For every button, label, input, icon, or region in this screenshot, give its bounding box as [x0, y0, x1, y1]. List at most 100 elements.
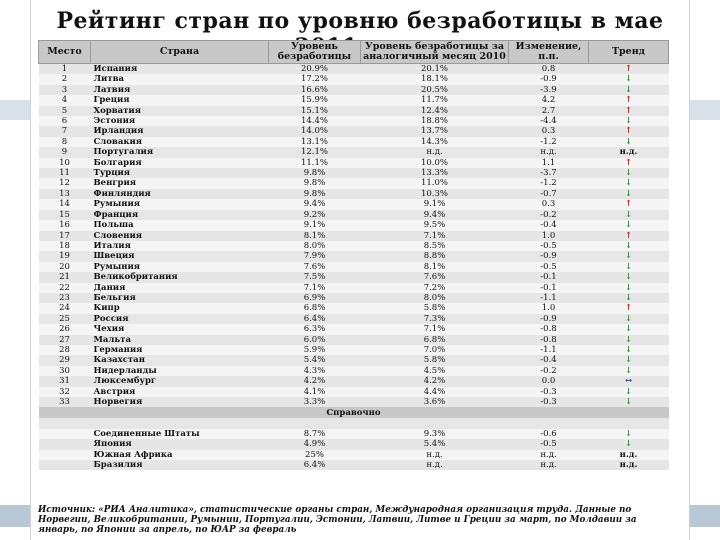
- place-cell: 21: [38, 272, 91, 283]
- prev-rate-cell: 6.8%: [360, 334, 509, 345]
- place-cell: 1: [38, 63, 91, 75]
- country-cell: Казахстан: [90, 355, 269, 366]
- trend-cell: ↓: [588, 313, 669, 325]
- table-row: 19 Швеция 7.9% 8.8% -0.9 ↓: [38, 251, 669, 262]
- prev-rate-cell: 11.0%: [360, 178, 509, 189]
- unemployment-table-container: Место Страна Уровень безработицы Уровень…: [38, 40, 669, 471]
- rate-cell: 6.4%: [268, 460, 361, 471]
- prev-rate-cell: 5.8%: [360, 303, 509, 314]
- country-cell: Литва: [90, 74, 269, 85]
- header-change: Изменение, п.п.: [508, 40, 589, 64]
- no-data-label: н.д.: [619, 147, 638, 158]
- trend-cell: ↓: [588, 74, 669, 85]
- place-cell: 2: [38, 74, 91, 85]
- header-prev: Уровень безработицы за аналогичный месяц…: [360, 40, 509, 64]
- section-label: Справочно: [38, 407, 669, 419]
- prev-rate-cell: 10.0%: [360, 157, 509, 169]
- arrow-down-icon: ↓: [624, 272, 633, 283]
- rate-cell: 5.9%: [268, 344, 361, 356]
- prev-rate-cell: 8.5%: [360, 240, 509, 252]
- prev-rate-cell: 4.2%: [360, 376, 509, 387]
- arrow-down-icon: ↓: [624, 251, 633, 262]
- table-row: 17 Словения 8.1% 7.1% 1.0 ↑: [38, 230, 669, 241]
- change-cell: [508, 418, 589, 429]
- arrow-down-icon: ↓: [624, 334, 633, 345]
- prev-rate-cell: 7.1%: [360, 230, 509, 241]
- rate-cell: 16.6%: [268, 84, 361, 96]
- country-cell: Южная Африка: [90, 449, 269, 461]
- prev-rate-cell: 7.6%: [360, 272, 509, 283]
- country-cell: Кипр: [90, 303, 269, 314]
- prev-rate-cell: 12.4%: [360, 105, 509, 117]
- table-row: 22 Дания 7.1% 7.2% -0.1 ↓: [38, 282, 669, 293]
- country-cell: Германия: [90, 344, 269, 356]
- place-cell: 12: [38, 178, 91, 189]
- place-cell: [38, 439, 91, 450]
- rate-cell: 6.0%: [268, 334, 361, 345]
- place-cell: 18: [38, 240, 91, 252]
- rate-cell: 8.7%: [268, 428, 361, 440]
- prev-rate-cell: 10.3%: [360, 188, 509, 200]
- change-cell: -0.2: [508, 209, 589, 221]
- prev-rate-cell: 7.0%: [360, 344, 509, 356]
- trend-cell: ↓: [588, 386, 669, 397]
- rate-cell: 5.4%: [268, 355, 361, 366]
- trend-cell: ↓: [588, 116, 669, 127]
- country-cell: Франция: [90, 209, 269, 221]
- prev-rate-cell: 20.5%: [360, 84, 509, 96]
- table-row: 20 Румыния 7.6% 8.1% -0.5 ↓: [38, 261, 669, 273]
- rate-cell: 9.4%: [268, 199, 361, 210]
- change-cell: -0.8: [508, 324, 589, 335]
- prev-rate-cell: 11.7%: [360, 95, 509, 106]
- rate-cell: 9.8%: [268, 188, 361, 200]
- country-cell: Нидерланды: [90, 365, 269, 377]
- place-cell: 22: [38, 282, 91, 293]
- country-cell: Словакия: [90, 136, 269, 148]
- rate-cell: 8.0%: [268, 240, 361, 252]
- table-row: 2 Литва 17.2% 18.1% -0.9 ↓: [38, 74, 669, 85]
- rate-cell: 15.9%: [268, 95, 361, 106]
- header-place: Место: [38, 40, 91, 64]
- arrow-down-icon: ↓: [624, 386, 633, 397]
- place-cell: 29: [38, 355, 91, 366]
- arrow-up-icon: ↑: [624, 126, 633, 137]
- trend-cell: ↑: [588, 157, 669, 169]
- trend-cell: ↓: [588, 324, 669, 335]
- trend-cell: ↑: [588, 199, 669, 210]
- trend-cell: ↓: [588, 272, 669, 283]
- arrow-down-icon: ↓: [624, 136, 633, 147]
- no-data-label: н.д.: [619, 460, 638, 471]
- table-row: Бразилия 6.4% н.д. н.д. н.д.: [38, 460, 669, 471]
- place-cell: [38, 449, 91, 461]
- arrow-up-icon: ↑: [624, 157, 633, 168]
- arrow-down-icon: ↓: [624, 74, 633, 85]
- trend-cell: ↓: [588, 84, 669, 96]
- place-cell: 20: [38, 261, 91, 273]
- arrow-down-icon: ↓: [624, 84, 633, 95]
- trend-cell: ↑: [588, 63, 669, 75]
- prev-rate-cell: 13.7%: [360, 126, 509, 137]
- change-cell: -1.2: [508, 136, 589, 148]
- table-row: 5 Хорватия 15.1% 12.4% 2.7 ↑: [38, 105, 669, 117]
- country-cell: Венгрия: [90, 178, 269, 189]
- country-cell: Словения: [90, 230, 269, 241]
- rate-cell: 13.1%: [268, 136, 361, 148]
- trend-cell: ↔: [588, 376, 669, 387]
- prev-rate-cell: 8.1%: [360, 261, 509, 273]
- place-cell: 16: [38, 220, 91, 231]
- left-margin-bar: [0, 0, 31, 540]
- place-cell: 9: [38, 147, 91, 158]
- trend-cell: ↑: [588, 95, 669, 106]
- change-cell: -0.9: [508, 74, 589, 85]
- change-cell: -0.1: [508, 272, 589, 283]
- trend-cell: ↓: [588, 439, 669, 450]
- country-cell: Соединенные Штаты: [90, 428, 269, 440]
- table-body: 1 Испания 20.9% 20.1% 0.8 ↑ 2 Литва 17.2% 18.1% -0…: [38, 63, 669, 471]
- arrow-up-icon: ↑: [624, 105, 633, 116]
- change-cell: -0.5: [508, 261, 589, 273]
- table-header-row: Место Страна Уровень безработицы Уровень…: [38, 40, 669, 64]
- change-cell: -1.2: [508, 178, 589, 189]
- change-cell: 2.7: [508, 105, 589, 117]
- trend-cell: ↓: [588, 261, 669, 273]
- prev-rate-cell: н.д.: [360, 147, 509, 158]
